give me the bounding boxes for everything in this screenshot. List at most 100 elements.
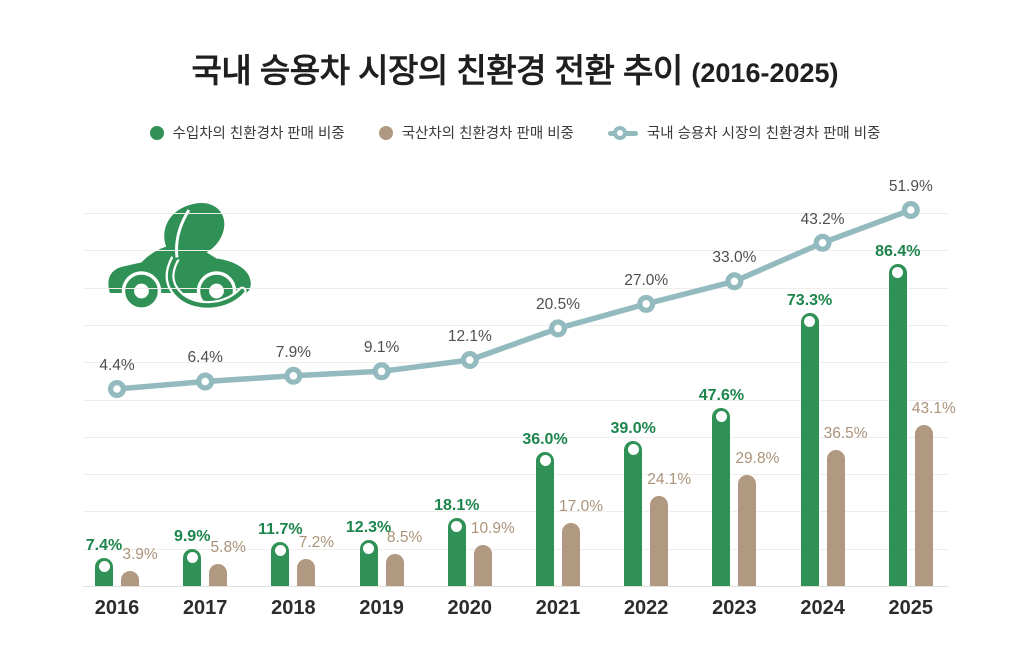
x-tick-2020: 2020 [447, 597, 493, 619]
bar-imported-2016 [95, 558, 113, 586]
bar-hole-icon [98, 561, 110, 573]
title-main: 국내 승용차 시장의 친환경 전환 추이 [191, 52, 683, 89]
line-marker-2024 [813, 233, 832, 252]
gridline [83, 474, 948, 476]
bar-domestic-2024 [826, 449, 845, 586]
bar-domestic-2018 [297, 559, 316, 586]
legend-item-1: 국산차의 친환경차 판매 비중 [378, 122, 574, 143]
value-label-imported-2025: 86.4% [875, 242, 921, 260]
bar-hole-icon [274, 545, 286, 557]
legend-item-0: 수입차의 친환경차 판매 비중 [149, 122, 345, 143]
bar-domestic-2019 [385, 554, 404, 586]
gridline [83, 548, 948, 550]
value-label-market-2016: 4.4% [99, 357, 135, 375]
bar-hole-icon [715, 411, 727, 423]
value-label-imported-2022: 39.0% [610, 419, 656, 437]
bar-imported-2023 [712, 408, 731, 586]
value-label-domestic-2024: 36.5% [823, 424, 868, 442]
bar-imported-2025 [888, 263, 907, 586]
bar-imported-2020 [447, 518, 466, 586]
value-label-market-2021: 20.5% [536, 296, 580, 314]
bar-imported-2017 [183, 549, 202, 586]
gridline [83, 511, 948, 513]
x-tick-2016: 2016 [94, 597, 140, 619]
value-label-imported-2023: 47.6% [698, 387, 745, 405]
value-label-market-2020: 12.1% [447, 328, 492, 345]
x-axis-baseline [83, 586, 948, 587]
value-label-domestic-2019: 8.5% [386, 529, 423, 547]
bar-domestic-2016 [121, 571, 139, 586]
bar-hole-icon [804, 315, 816, 327]
bar-domestic-2025 [914, 425, 933, 586]
legend-dot-icon [378, 125, 393, 140]
x-tick-2021: 2021 [535, 597, 581, 619]
x-tick-2023: 2023 [712, 597, 757, 619]
x-tick-2022: 2022 [623, 597, 669, 619]
value-label-domestic-2017: 5.8% [210, 539, 246, 557]
line-marker-2018 [284, 366, 303, 385]
value-label-domestic-2023: 29.8% [735, 449, 780, 467]
bar-domestic-2022 [650, 496, 669, 586]
title-period: (2016-2025) [691, 58, 839, 88]
value-label-market-2019: 9.1% [363, 339, 400, 357]
legend-label: 국내 승용차 시장의 친환경차 판매 비중 [646, 126, 881, 142]
bar-domestic-2021 [562, 522, 580, 586]
value-label-domestic-2021: 17.0% [559, 497, 603, 515]
value-label-domestic-2018: 7.2% [298, 534, 335, 552]
legend-label: 수입차의 친환경차 판매 비중 [172, 126, 345, 142]
page-title: 국내 승용차 시장의 친환경 전환 추이 (2016-2025) [0, 44, 1030, 92]
line-marker-2025 [901, 201, 920, 220]
value-label-imported-2020: 18.1% [434, 497, 480, 515]
value-label-imported-2016: 7.4% [85, 537, 123, 555]
x-tick-2024: 2024 [800, 597, 845, 619]
bar-hole-icon [363, 543, 375, 555]
value-label-market-2024: 43.2% [800, 210, 845, 228]
gridline [83, 287, 948, 289]
gridline [83, 399, 948, 401]
value-label-market-2023: 33.0% [712, 249, 757, 267]
bar-domestic-2023 [738, 474, 757, 586]
x-tick-2018: 2018 [271, 597, 316, 619]
value-label-market-2025: 51.9% [888, 178, 933, 196]
value-label-domestic-2016: 3.9% [122, 546, 158, 564]
value-label-imported-2018: 11.7% [258, 521, 303, 539]
value-label-market-2018: 7.9% [275, 343, 312, 361]
bar-domestic-2017 [209, 564, 228, 586]
gridline [83, 436, 948, 438]
line-marker-2017 [196, 372, 215, 391]
legend-line-marker-icon [607, 125, 638, 140]
legend-label: 국산차의 친환경차 판매 비중 [401, 126, 574, 142]
value-label-domestic-2022: 24.1% [647, 471, 692, 489]
value-label-market-2017: 6.4% [187, 349, 223, 367]
bar-imported-2021 [536, 451, 554, 586]
value-label-market-2022: 27.0% [624, 271, 669, 289]
line-marker-2019 [372, 362, 391, 381]
value-label-imported-2021: 36.0% [522, 430, 568, 448]
line-marker-2023 [725, 272, 744, 291]
bar-imported-2022 [624, 440, 643, 586]
gridline [83, 250, 948, 252]
value-label-imported-2017: 9.9% [173, 528, 211, 546]
value-label-imported-2024: 73.3% [786, 291, 833, 309]
bar-hole-icon [539, 454, 551, 466]
value-label-imported-2019: 12.3% [345, 519, 392, 537]
chart-legend: 수입차의 친환경차 판매 비중 국산차의 친환경차 판매 비중 국내 승용차 시장의… [0, 122, 1030, 143]
line-marker-2020 [460, 351, 479, 370]
legend-item-2: 국내 승용차 시장의 친환경차 판매 비중 [607, 122, 881, 143]
bar-hole-icon [186, 552, 198, 564]
legend-dot-icon [149, 125, 164, 140]
bar-imported-2019 [359, 540, 378, 586]
value-label-domestic-2025: 43.1% [911, 400, 956, 418]
line-marker-2016 [107, 380, 126, 399]
bar-hole-icon [451, 521, 463, 533]
bar-hole-icon [892, 266, 904, 278]
bar-imported-2024 [800, 312, 819, 586]
bar-domestic-2020 [473, 545, 492, 586]
value-label-domestic-2020: 10.9% [470, 520, 515, 538]
x-tick-2019: 2019 [359, 597, 404, 619]
bar-hole-icon [627, 443, 639, 455]
x-tick-2025: 2025 [888, 597, 934, 619]
